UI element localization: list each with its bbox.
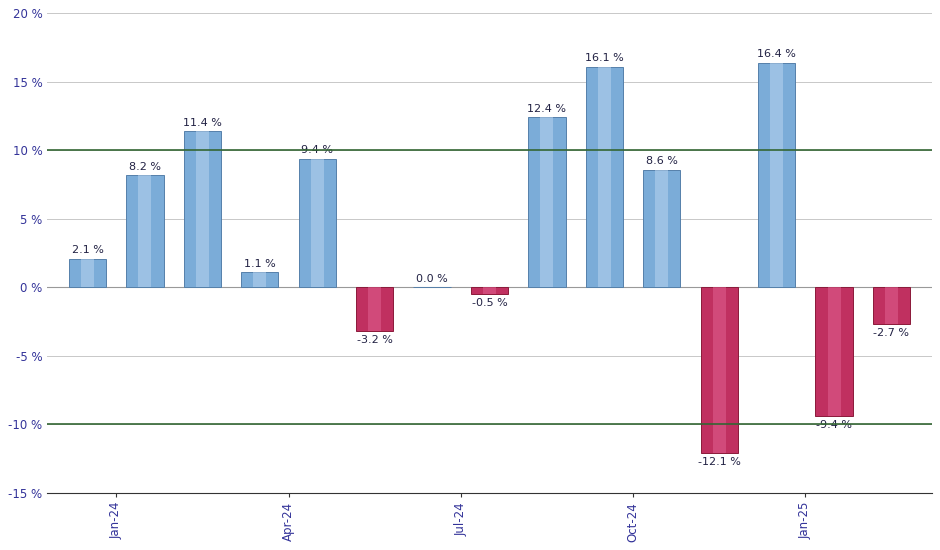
Bar [299, 158, 336, 287]
Bar [700, 287, 738, 453]
Bar [815, 287, 853, 416]
Text: 9.4 %: 9.4 % [301, 145, 333, 155]
Text: -3.2 %: -3.2 % [356, 334, 393, 345]
Bar [827, 287, 840, 416]
Text: 2.1 %: 2.1 % [71, 245, 103, 255]
Text: 8.6 %: 8.6 % [646, 156, 678, 166]
Bar [758, 63, 795, 287]
Bar [586, 67, 623, 287]
Bar [368, 287, 382, 331]
Text: -2.7 %: -2.7 % [873, 328, 910, 338]
Text: 16.1 %: 16.1 % [585, 53, 624, 63]
Bar [770, 63, 783, 287]
Bar [483, 287, 496, 294]
Bar [540, 118, 554, 287]
Bar [598, 67, 611, 287]
Bar [81, 258, 94, 287]
Bar [528, 118, 566, 287]
Bar [126, 175, 164, 287]
Bar [253, 272, 266, 287]
Bar [196, 131, 209, 287]
Bar [873, 287, 910, 324]
Bar [471, 287, 509, 294]
Bar [138, 175, 151, 287]
Text: 1.1 %: 1.1 % [243, 259, 275, 269]
Bar [311, 158, 323, 287]
Bar [643, 169, 681, 287]
Text: 8.2 %: 8.2 % [129, 162, 161, 172]
Bar [242, 272, 278, 287]
Text: 12.4 %: 12.4 % [527, 104, 567, 114]
Text: -12.1 %: -12.1 % [697, 456, 741, 466]
Text: 16.4 %: 16.4 % [758, 50, 796, 59]
Bar [183, 131, 221, 287]
Text: -9.4 %: -9.4 % [816, 420, 852, 430]
Text: 0.0 %: 0.0 % [416, 274, 448, 284]
Bar [885, 287, 898, 324]
Bar [69, 258, 106, 287]
Text: 11.4 %: 11.4 % [183, 118, 222, 128]
Bar [713, 287, 726, 453]
Bar [655, 169, 668, 287]
Bar [356, 287, 393, 331]
Text: -0.5 %: -0.5 % [472, 298, 508, 307]
